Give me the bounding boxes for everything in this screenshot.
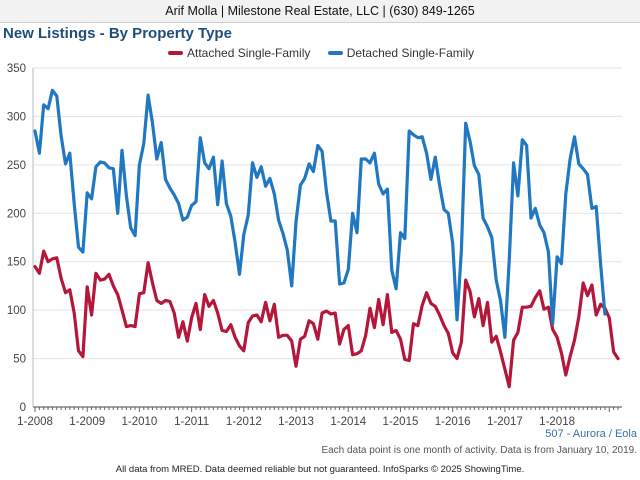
x-tick-label: 1-2018 xyxy=(539,416,575,428)
axis-layer: 0 50 100 150 200 250 300 350 1-2008 1-2009 1-2010 1… xyxy=(7,63,622,428)
y-tick-label: 100 xyxy=(7,305,26,317)
y-tick-label: 0 xyxy=(20,402,26,414)
chart-legend: Attached Single-Family Detached Single-F… xyxy=(168,46,488,60)
data-note: Each data point is one month of activity… xyxy=(321,445,637,456)
y-tick-label: 200 xyxy=(7,208,26,220)
y-tick-label: 350 xyxy=(7,63,26,75)
y-tick-label: 250 xyxy=(7,160,26,172)
y-tick-label: 300 xyxy=(7,111,26,123)
y-tick-label: 150 xyxy=(7,257,26,269)
y-tick-label: 50 xyxy=(13,354,26,366)
series-layer xyxy=(33,88,620,389)
legend-swatch-detached xyxy=(327,50,343,55)
x-tick-label: 1-2014 xyxy=(330,416,366,428)
legend-label-attached: Attached Single-Family xyxy=(187,46,311,60)
x-tick-label: 1-2008 xyxy=(17,416,53,428)
legend-item-detached[interactable]: Detached Single-Family xyxy=(327,46,475,60)
x-tick-label: 1-2013 xyxy=(278,416,314,428)
x-tick-label: 1-2010 xyxy=(122,416,158,428)
chart-title: New Listings - By Property Type xyxy=(3,25,232,42)
footer-disclaimer: All data from MRED. Data deemed reliable… xyxy=(115,464,525,475)
x-tick-label: 1-2017 xyxy=(487,416,523,428)
agent-header: Arif Molla | Milestone Real Estate, LLC … xyxy=(0,0,640,23)
grid-layer xyxy=(33,67,622,360)
x-tick-label: 1-2011 xyxy=(174,416,209,428)
x-tick-label: 1-2012 xyxy=(226,416,262,428)
region-label[interactable]: 507 - Aurora / Eola xyxy=(545,428,637,440)
legend-item-attached[interactable]: Attached Single-Family xyxy=(168,46,310,60)
series-line-detached[interactable] xyxy=(33,88,607,339)
legend-label-detached: Detached Single-Family xyxy=(346,46,475,60)
x-tick-label: 1-2009 xyxy=(69,416,105,428)
legend-swatch-attached xyxy=(168,50,183,55)
x-tick-label: 1-2016 xyxy=(435,416,471,428)
x-tick-label: 1-2015 xyxy=(383,416,419,428)
series-line-attached[interactable] xyxy=(33,249,620,389)
